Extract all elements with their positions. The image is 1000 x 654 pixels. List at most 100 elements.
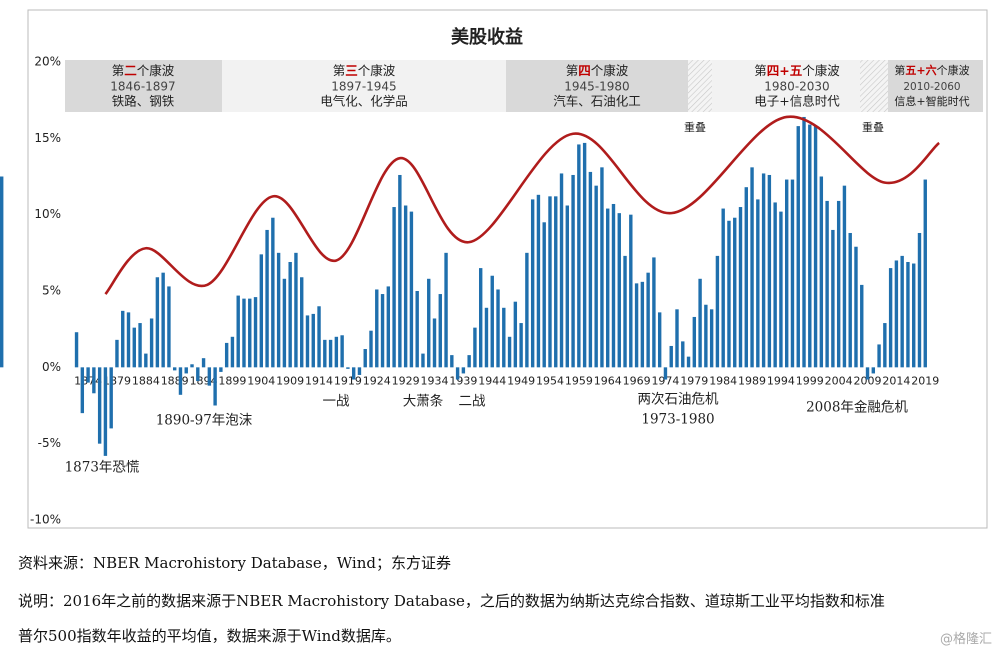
bar: [808, 124, 812, 368]
bar: [103, 367, 108, 456]
bar: [346, 367, 350, 369]
bar: [375, 289, 379, 368]
bar: [761, 173, 766, 368]
y-tick-label: -10%: [30, 513, 61, 527]
bar: [403, 205, 408, 368]
bar: [831, 229, 835, 368]
bar: [848, 232, 852, 368]
bar: [519, 323, 523, 368]
x-tick-label: 2004: [825, 374, 853, 387]
x-tick-label: 1959: [565, 374, 593, 387]
bar: [80, 367, 85, 414]
bar: [906, 261, 910, 368]
bar: [201, 358, 206, 368]
bar: [317, 306, 321, 368]
wave-band: [860, 60, 888, 112]
x-tick-label: 1984: [709, 374, 737, 387]
y-tick-label: 5%: [42, 284, 61, 298]
band-years: 1846-1897: [110, 80, 175, 94]
bar: [784, 179, 789, 368]
band-title-part: 个康波: [802, 63, 840, 78]
bar: [530, 199, 535, 368]
bar: [536, 194, 541, 368]
band-title-part: 个康波: [937, 63, 970, 77]
bar: [409, 211, 414, 368]
bar: [657, 312, 662, 368]
bar: [490, 275, 494, 368]
bar: [525, 252, 529, 368]
bar: [860, 284, 864, 368]
overlap-label: 重叠: [862, 120, 884, 134]
bar: [554, 196, 558, 368]
band-title-part: 第: [754, 63, 767, 78]
bar: [432, 318, 437, 368]
x-tick-label: 1914: [305, 374, 333, 387]
bar: [733, 217, 737, 368]
bar: [790, 179, 795, 368]
y-tick-label: 20%: [34, 55, 61, 69]
bar: [149, 318, 154, 368]
bar: [767, 174, 772, 368]
bar: [577, 144, 581, 368]
x-tick-label: 1944: [478, 374, 506, 387]
bar: [600, 167, 604, 368]
bar: [86, 367, 90, 383]
wave-band: [222, 60, 506, 112]
x-tick-label: 2009: [854, 374, 882, 387]
bar: [802, 116, 806, 368]
chart: 美股收益 第二个康波1846-1897铁路、钢铁第三个康波1897-1945电气…: [0, 9, 988, 529]
bar: [744, 187, 748, 368]
note-line: 普尔500指数年收益的平均值，数据来源于Wind数据库。: [18, 627, 401, 645]
band-years: 1945-1980: [564, 80, 629, 94]
bar: [294, 252, 298, 368]
bar: [923, 179, 927, 368]
bar: [282, 278, 287, 368]
wave-band: [506, 60, 688, 112]
x-tick-label: 1889: [161, 374, 189, 387]
band-title-part: 第: [894, 63, 905, 77]
bar: [542, 222, 546, 368]
wave-curve: [104, 115, 940, 295]
band-title-part: 三: [345, 63, 358, 78]
bar: [357, 367, 362, 375]
annotation: 一战: [323, 394, 350, 410]
bar: [219, 367, 223, 372]
bar: [779, 211, 783, 368]
x-tick-label: 1979: [680, 374, 708, 387]
wave-band: [888, 60, 983, 112]
bar: [74, 332, 79, 368]
bar: [300, 277, 304, 368]
bar: [97, 367, 102, 444]
bar: [842, 185, 847, 368]
bar: [825, 200, 829, 368]
bar: [444, 252, 448, 368]
bar: [836, 200, 841, 368]
bar: [634, 283, 639, 368]
bar: [865, 367, 870, 380]
bar: [427, 278, 431, 368]
bar: [894, 260, 899, 368]
bar: [813, 126, 818, 368]
bar: [323, 339, 327, 368]
bar: [663, 367, 668, 380]
bar: [144, 353, 148, 368]
bar: [871, 367, 876, 374]
bar: [334, 336, 339, 368]
y-tick-label: 10%: [34, 207, 61, 221]
bar: [692, 316, 697, 368]
bar: [259, 254, 264, 368]
bar: [224, 342, 229, 368]
bar: [230, 336, 235, 368]
bar: [126, 312, 131, 368]
annotation: 1973-1980: [641, 412, 714, 428]
bar: [455, 367, 460, 380]
bar: [115, 339, 119, 368]
x-tick-label: 1919: [334, 374, 362, 387]
bar: [351, 367, 356, 380]
bar: [450, 355, 454, 368]
bar: [288, 261, 292, 368]
bar: [513, 301, 518, 368]
x-tick-label: 1974: [651, 374, 679, 387]
bar: [369, 330, 373, 368]
y-tick-label: 15%: [34, 131, 61, 145]
